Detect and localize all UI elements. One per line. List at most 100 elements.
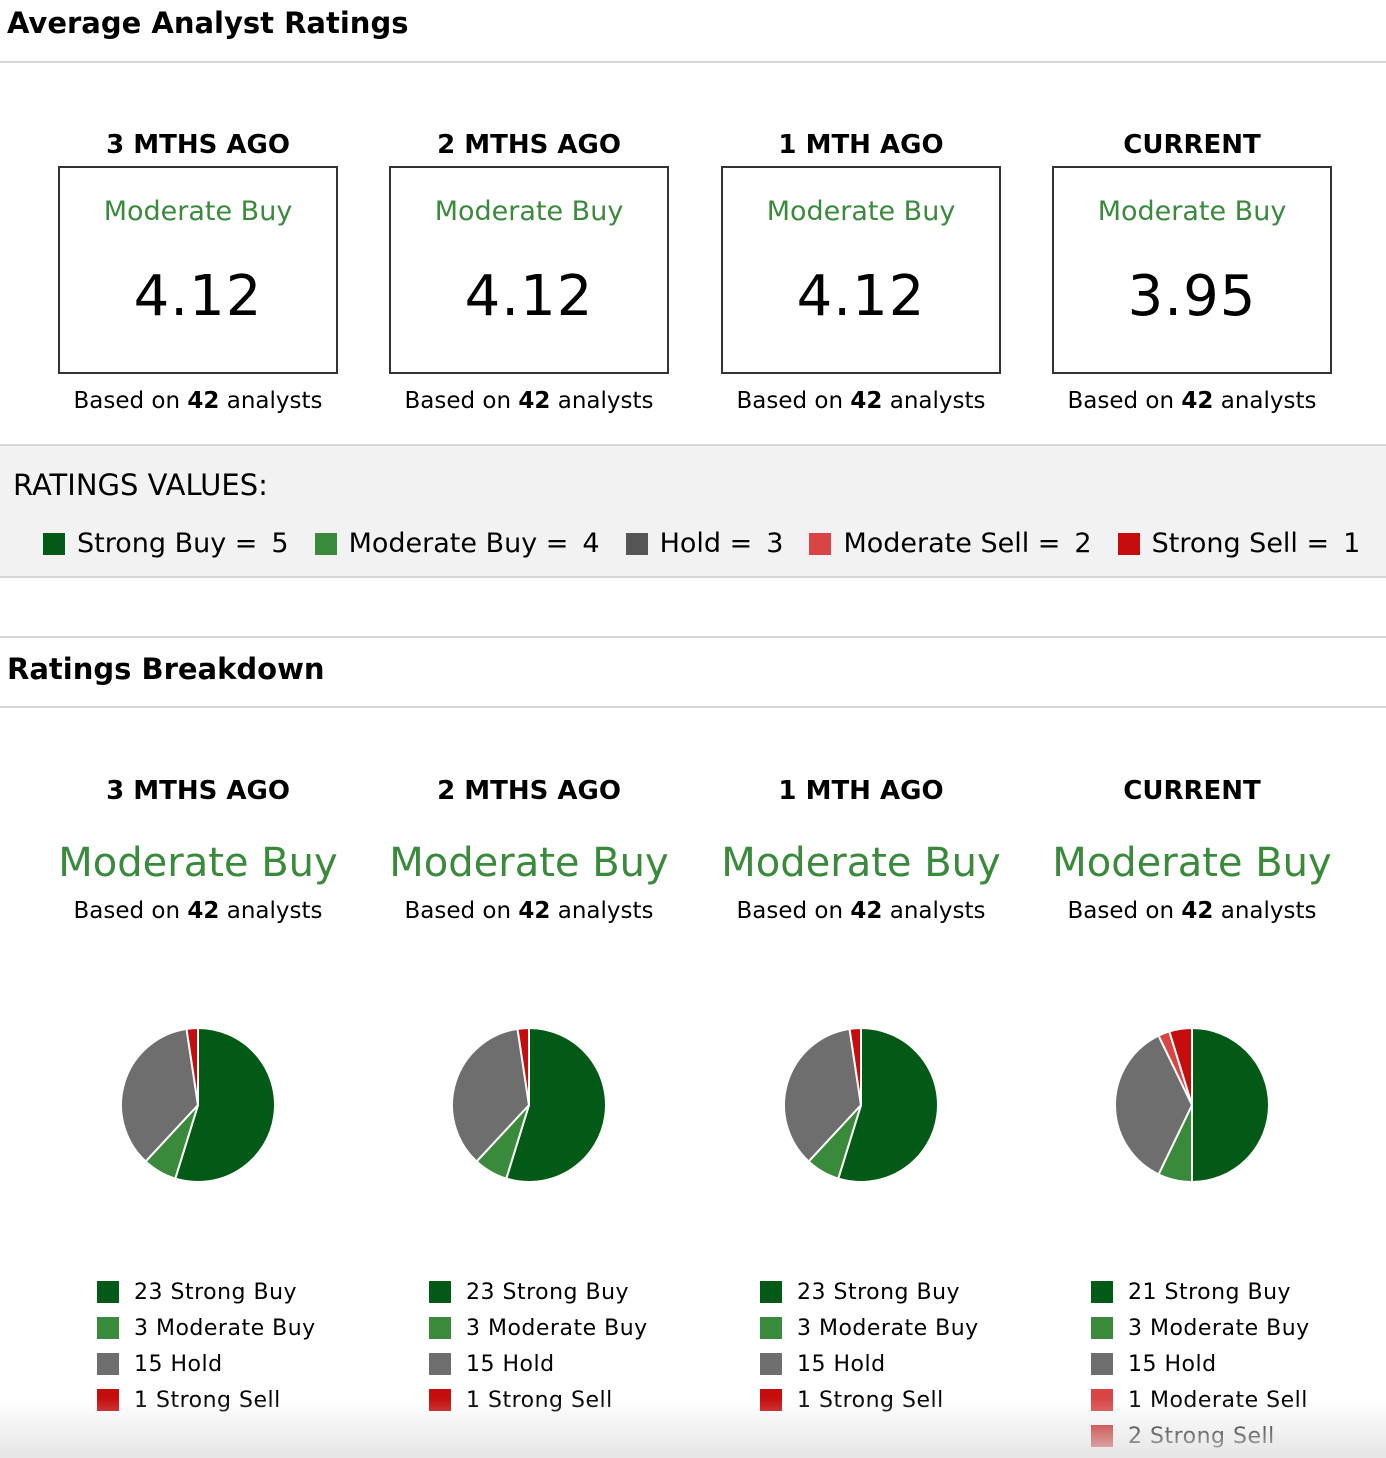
legend-label: 21 Strong Buy [1128, 1279, 1292, 1305]
pie-chart-1m [781, 1025, 941, 1185]
swatch [809, 532, 832, 555]
legend-swatch [760, 1353, 782, 1375]
breakdown-column-current: CURRENT Moderate Buy Based on 42 analyst… [1042, 770, 1342, 924]
legend-label: 3 Moderate Buy [797, 1315, 979, 1341]
legend-label: 1 Strong Sell [797, 1387, 944, 1413]
based-on-text: Based on 42 analysts [736, 388, 986, 414]
pie-slice-strong-sell [1168, 1027, 1193, 1106]
pie-chart-3m [118, 1025, 278, 1185]
pie-chart-2m [449, 1025, 609, 1185]
value-item-moderate-sell: Moderate Sell = 2 [809, 528, 1092, 559]
ratings-values-panel: RATINGS VALUES: Strong Buy = 5 Moderate … [0, 444, 1386, 578]
legend-swatch [1091, 1389, 1113, 1411]
based-on-text: Based on 42 analysts [1067, 388, 1317, 414]
legend-item-strong-sell: 1 Strong Sell [97, 1382, 316, 1418]
pie-slice-strong-sell [848, 1027, 862, 1106]
avg-column-2m: 2 MTHS AGO Moderate Buy 4.12 Based on 42… [389, 124, 669, 414]
pie-svg [1114, 1027, 1270, 1183]
ratings-values-row: Strong Buy = 5 Moderate Buy = 4 Hold = 3… [43, 528, 1386, 559]
swatch [314, 532, 337, 555]
pie-legend-current: 21 Strong Buy 3 Moderate Buy 15 Hold 1 Mode… [1091, 1274, 1310, 1454]
legend-label: 15 Hold [1128, 1351, 1217, 1377]
pie-svg [451, 1027, 607, 1183]
pie-slice-strong-buy [837, 1027, 939, 1183]
pie-slice-hold [1114, 1034, 1193, 1176]
legend-item-strong-sell: 1 Strong Sell [760, 1382, 979, 1418]
pie-legend-2m: 23 Strong Buy 3 Moderate Buy 15 Hold 1 Stro… [429, 1274, 648, 1418]
legend-label: 3 Moderate Buy [1128, 1315, 1310, 1341]
analyst-count: 42 [518, 898, 551, 924]
swatch [43, 532, 65, 555]
legend-swatch [1091, 1425, 1113, 1447]
pie-legend-1m: 23 Strong Buy 3 Moderate Buy 15 Hold 1 Stro… [760, 1274, 979, 1418]
legend-item-hold: 15 Hold [97, 1346, 316, 1382]
period-label: 1 MTH AGO [778, 776, 944, 806]
value-item-strong-sell: Strong Sell = 1 [1117, 528, 1360, 559]
legend-item-moderate-sell: 1 Moderate Sell [1091, 1382, 1310, 1418]
legend-label: 15 Hold [134, 1351, 223, 1377]
breakdown-rating-label: Moderate Buy [389, 840, 669, 886]
based-on-text: Based on 42 analysts [73, 898, 323, 924]
legend-swatch [760, 1281, 782, 1303]
legend-swatch [97, 1389, 119, 1411]
legend-label: 23 Strong Buy [797, 1279, 961, 1305]
rating-box: Moderate Buy 4.12 [58, 166, 338, 374]
legend-swatch [97, 1317, 119, 1339]
rating-score: 4.12 [796, 264, 926, 329]
period-label: 2 MTHS AGO [437, 130, 621, 160]
legend-item-strong-buy: 23 Strong Buy [760, 1274, 979, 1310]
breakdown-rating-label: Moderate Buy [721, 840, 1001, 886]
value-item-moderate-buy: Moderate Buy = 4 [314, 528, 600, 559]
based-on-text: Based on 42 analysts [736, 898, 986, 924]
rating-score: 4.12 [464, 264, 594, 329]
breakdown-column-1m: 1 MTH AGO Moderate Buy Based on 42 analy… [711, 770, 1011, 924]
rating-box: Moderate Buy 3.95 [1052, 166, 1332, 374]
legend-item-strong-buy: 23 Strong Buy [97, 1274, 316, 1310]
analyst-count: 42 [1181, 898, 1214, 924]
pie-slice-strong-sell [516, 1027, 530, 1106]
analyst-count: 42 [518, 388, 551, 414]
pie-slice-strong-buy [174, 1027, 276, 1183]
legend-swatch [429, 1389, 451, 1411]
legend-label: 1 Moderate Sell [1128, 1387, 1308, 1413]
analyst-count: 42 [187, 388, 220, 414]
period-label: CURRENT [1123, 130, 1261, 160]
rating-label: Moderate Buy [766, 196, 956, 227]
legend-swatch [1091, 1281, 1113, 1303]
legend-swatch [97, 1281, 119, 1303]
legend-item-strong-sell: 2 Strong Sell [1091, 1418, 1310, 1454]
ratings-breakdown-title: Ratings Breakdown [7, 652, 325, 686]
analyst-count: 42 [1181, 388, 1214, 414]
rating-score: 4.12 [133, 264, 263, 329]
pie-slice-hold [783, 1027, 862, 1163]
analyst-count: 42 [850, 898, 883, 924]
rating-label: Moderate Buy [434, 196, 624, 227]
pie-legend-3m: 23 Strong Buy 3 Moderate Buy 15 Hold 1 Stro… [97, 1274, 316, 1418]
based-on-text: Based on 42 analysts [404, 898, 654, 924]
avg-column-1m: 1 MTH AGO Moderate Buy 4.12 Based on 42 … [721, 124, 1001, 414]
legend-label: 1 Strong Sell [134, 1387, 281, 1413]
breakdown-rating-label: Moderate Buy [58, 840, 338, 886]
divider [0, 61, 1386, 63]
legend-label: 23 Strong Buy [466, 1279, 630, 1305]
pie-slice-hold [451, 1027, 530, 1163]
legend-swatch [97, 1353, 119, 1375]
legend-item-hold: 15 Hold [1091, 1346, 1310, 1382]
legend-item-moderate-buy: 3 Moderate Buy [97, 1310, 316, 1346]
rating-box: Moderate Buy 4.12 [721, 166, 1001, 374]
legend-label: 1 Strong Sell [466, 1387, 613, 1413]
period-label: 3 MTHS AGO [106, 130, 290, 160]
legend-item-moderate-buy: 3 Moderate Buy [1091, 1310, 1310, 1346]
pie-svg [783, 1027, 939, 1183]
legend-label: 15 Hold [466, 1351, 555, 1377]
swatch [1117, 532, 1140, 555]
legend-item-hold: 15 Hold [760, 1346, 979, 1382]
period-label: CURRENT [1123, 776, 1261, 806]
pie-slice-hold [120, 1027, 199, 1163]
value-item-strong-buy: Strong Buy = 5 [43, 528, 289, 559]
breakdown-column-2m: 2 MTHS AGO Moderate Buy Based on 42 anal… [379, 770, 679, 924]
pie-slice-strong-buy [505, 1027, 607, 1183]
based-on-text: Based on 42 analysts [73, 388, 323, 414]
avg-ratings-title: Average Analyst Ratings [7, 6, 409, 40]
divider [0, 636, 1386, 638]
